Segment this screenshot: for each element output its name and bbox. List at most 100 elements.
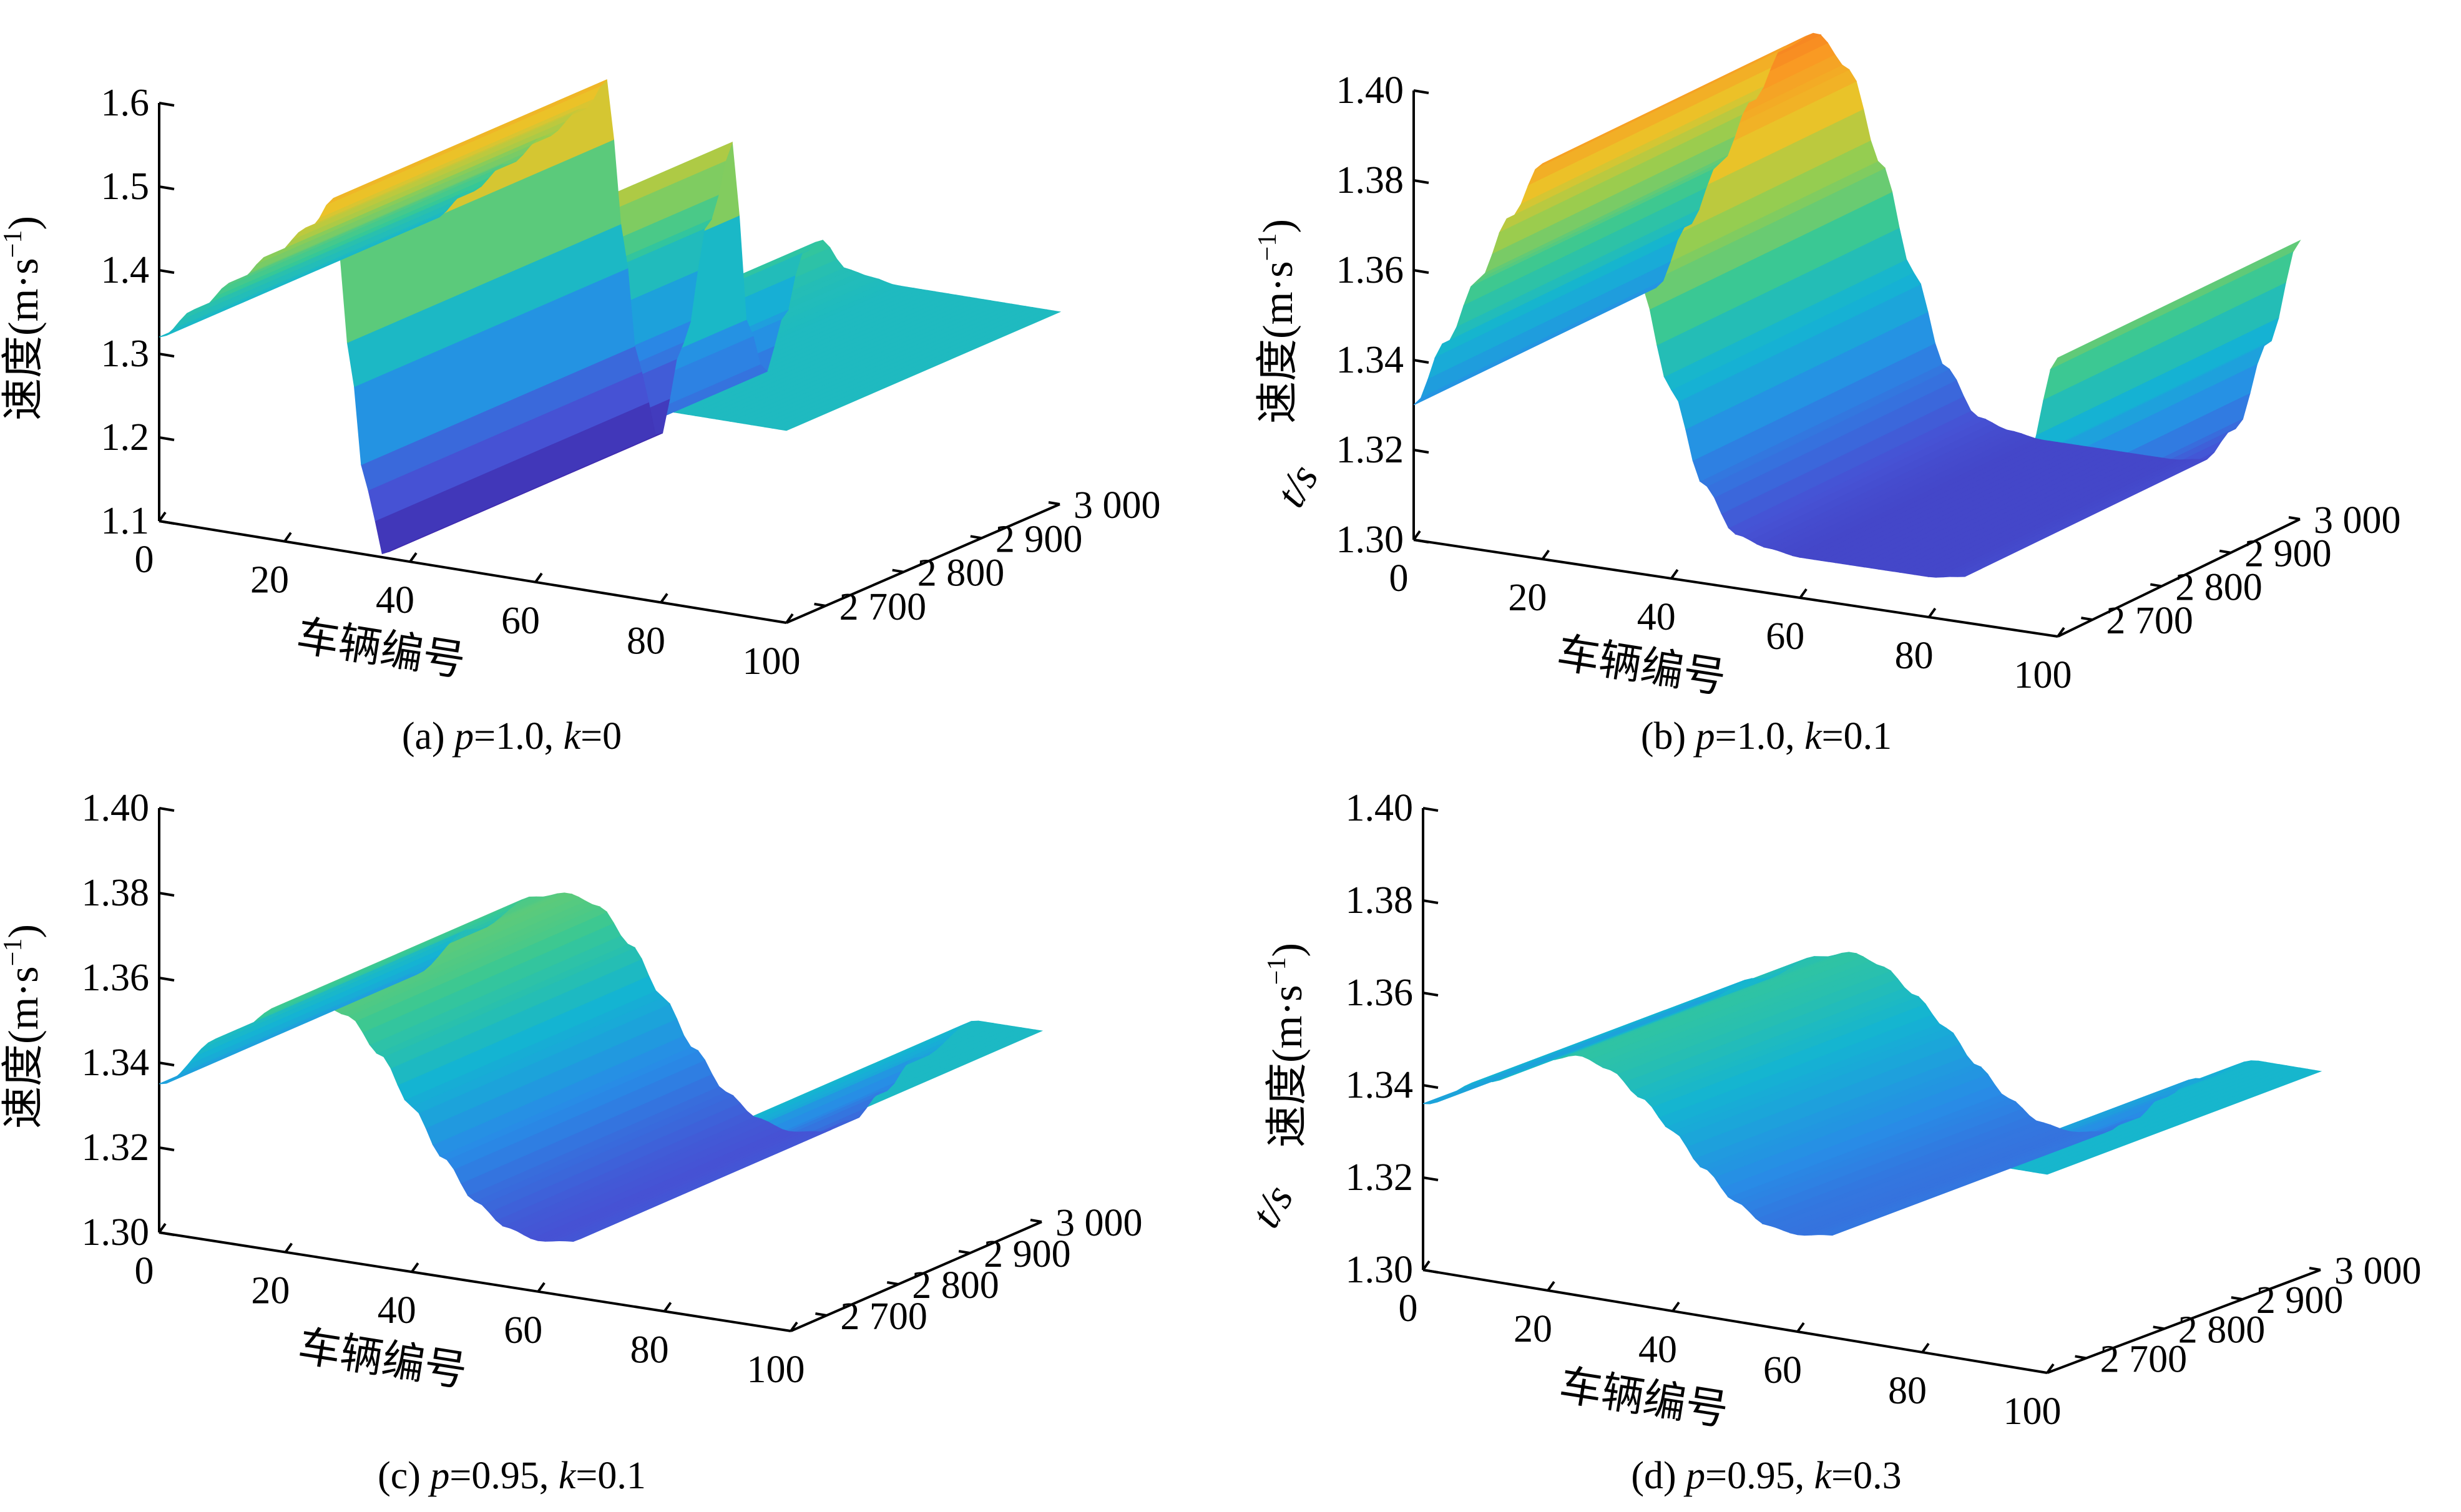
x-tick-label: 60	[1766, 615, 1804, 658]
x-tick-label: 60	[1763, 1349, 1802, 1392]
caption-k-value: =0.1	[575, 1455, 645, 1497]
t-tick-label: 3 000	[1055, 1202, 1143, 1244]
t-tick	[2075, 1355, 2087, 1360]
x-tick	[411, 1262, 419, 1273]
z-tick	[159, 977, 175, 982]
x-tick-label: 80	[630, 1329, 669, 1371]
z-tick	[159, 102, 175, 107]
t-tick	[814, 602, 826, 607]
x-tick	[1670, 568, 1679, 580]
t-tick	[2231, 1296, 2243, 1301]
z-tick	[1413, 269, 1429, 274]
caption-p-label: p	[428, 1455, 449, 1497]
panel-caption: (a) p=1.0, k=0	[402, 715, 622, 758]
z-tick-label: 1.4	[101, 249, 150, 291]
t-tick	[2309, 1267, 2321, 1271]
z-axis-title-main: 速度(m·s	[0, 966, 47, 1129]
caption-k-label: k	[559, 1455, 577, 1497]
caption-p-value: =1.0,	[474, 715, 563, 758]
z-axis-title-sup: −1	[0, 939, 27, 967]
x-tick	[1547, 1280, 1555, 1292]
t-tick-label: 2 700	[2106, 600, 2193, 642]
x-tick	[409, 552, 418, 563]
x-tick-label: 0	[135, 1250, 154, 1292]
x-axis-title: 车辆编号	[295, 1322, 471, 1396]
caption-k-value: =0.3	[1831, 1455, 1901, 1497]
t-tick-label: 3 000	[2334, 1250, 2422, 1292]
surface-strip	[2025, 1067, 2309, 1173]
x-tick	[790, 1321, 798, 1332]
x-tick	[284, 1242, 293, 1253]
t-tick-label: 2 700	[840, 1295, 927, 1338]
z-tick-label: 1.38	[1336, 159, 1404, 202]
t-tick-label: 2 900	[2244, 533, 2332, 575]
x-tick-label: 0	[1399, 1287, 1418, 1330]
z-tick-label: 1.34	[1336, 339, 1404, 381]
z-tick	[1413, 539, 1429, 544]
x-tick-label: 100	[747, 1349, 805, 1391]
x-tick	[1671, 1301, 1680, 1312]
caption-p-value: =0.95,	[449, 1455, 558, 1497]
z-tick	[1422, 899, 1439, 904]
x-tick-label: 80	[1888, 1370, 1927, 1412]
t-tick	[892, 568, 904, 573]
t-tick-label: 2 900	[984, 1233, 1071, 1275]
x-tick	[785, 613, 794, 624]
t-tick	[958, 1250, 971, 1254]
surface-strip	[2018, 1066, 2301, 1171]
surface	[1422, 952, 2322, 1236]
z-tick	[159, 353, 175, 358]
t-tick-label: 2 800	[912, 1264, 999, 1307]
z-tick	[1413, 359, 1429, 364]
x-tick-label: 40	[1638, 1329, 1677, 1371]
t-axis-line	[790, 1221, 1042, 1332]
z-tick	[1413, 449, 1429, 454]
z-tick	[159, 269, 175, 274]
z-tick-label: 1.1	[101, 500, 150, 542]
x-axis-line	[159, 520, 787, 624]
x-tick	[1927, 607, 1937, 618]
t-tick-label: 2 700	[2100, 1338, 2188, 1380]
t-tick-label: 2 900	[996, 518, 1083, 560]
panel-caption: (c) p=0.95, k=0.1	[378, 1455, 646, 1497]
x-axis-line	[1413, 539, 2058, 638]
x-tick	[283, 532, 292, 542]
surface-strip	[159, 217, 440, 338]
surface-strip	[159, 973, 418, 1085]
z-tick	[159, 185, 175, 190]
x-tick-label: 60	[504, 1309, 542, 1352]
z-axis-title-close: )	[1263, 943, 1311, 957]
z-tick	[1413, 179, 1429, 184]
z-tick-label: 1.36	[82, 957, 150, 999]
x-axis-line	[1422, 1269, 2048, 1374]
z-tick-label: 1.38	[82, 872, 150, 914]
x-tick-label: 80	[627, 620, 665, 662]
x-tick-label: 20	[1514, 1308, 1552, 1350]
z-axis-title: 速度(m·s−1)	[0, 924, 47, 1129]
z-axis-title-sup: −1	[1263, 957, 1291, 985]
t-tick-label: 3 000	[1074, 484, 1161, 527]
caption-p-label: p	[1693, 715, 1715, 758]
x-axis-title: 车辆编号	[293, 612, 469, 686]
t-axis-title: t/s	[1266, 456, 1328, 515]
x-axis-title: 车辆编号	[1554, 629, 1730, 703]
x-tick-label: 0	[1389, 557, 1409, 600]
z-tick	[159, 1061, 175, 1066]
t-axis-title: t/s	[1241, 1177, 1303, 1236]
x-tick-label: 40	[378, 1289, 416, 1332]
x-tick	[1799, 588, 1808, 599]
z-axis-title-main: 速度(m·s	[1263, 985, 1311, 1148]
surface-strip	[1413, 280, 1663, 406]
z-tick-label: 1.30	[1346, 1249, 1414, 1291]
axes: 1.30 1.32 1.34 1.36 1.38 1.40 0 20 40 60 80 100 2 70…	[1346, 787, 2422, 1433]
t-tick	[2153, 1325, 2165, 1330]
t-tick	[1048, 501, 1060, 505]
caption-prefix: (c)	[378, 1455, 430, 1497]
z-tick-label: 1.36	[1346, 972, 1414, 1014]
z-tick-label: 1.34	[82, 1041, 150, 1084]
x-tick	[2057, 627, 2065, 638]
caption-prefix: (d)	[1631, 1455, 1686, 1497]
surface	[159, 892, 1044, 1242]
x-tick-label: 20	[251, 1270, 290, 1312]
x-tick-label: 0	[135, 539, 154, 581]
